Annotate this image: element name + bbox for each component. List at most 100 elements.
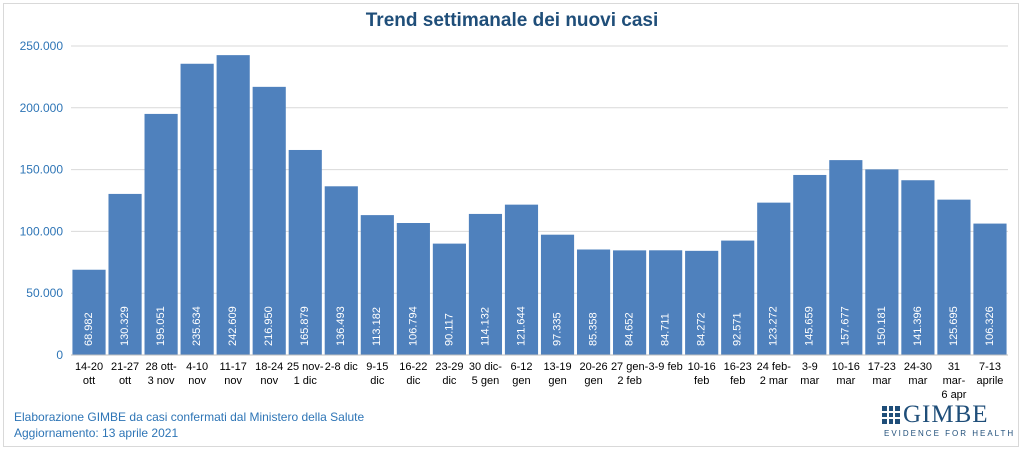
bar-value-label: 121.644 [515, 306, 527, 346]
y-tick-label: 150.000 [20, 163, 64, 177]
category-label-line: 3 nov [148, 375, 175, 387]
bar [865, 169, 899, 355]
bar [252, 86, 286, 356]
category-label: 10-16 feb [688, 361, 716, 387]
bar-value-label: 106.326 [984, 306, 996, 346]
bar [396, 223, 430, 355]
bar [613, 250, 647, 355]
category-label-line: 24 feb- [757, 361, 792, 373]
category-label-line: 20-26 [579, 361, 607, 373]
category-label-line: nov [188, 375, 206, 387]
category-label-line: ott [119, 375, 131, 387]
category-label: 30 dic- 5 gen [469, 361, 502, 387]
category-label-line: 4-10 [186, 361, 208, 373]
category-label-line: aprile [977, 375, 1004, 387]
category-label: 11-17 nov [220, 361, 247, 387]
category-label-line: feb [730, 375, 745, 387]
bar [288, 149, 322, 355]
bar [216, 55, 250, 355]
chart-title: Trend settimanale dei nuovi casi [365, 10, 659, 31]
y-tick-label: 50.000 [26, 286, 63, 300]
bar-value-label: 242.609 [227, 306, 239, 346]
category-label-line: 2 mar [760, 375, 788, 387]
bar [901, 180, 935, 355]
category-label-line: 6-12 [510, 361, 532, 373]
category-label-line: 25 nov- [287, 361, 324, 373]
category-label: 9-15 dic [366, 361, 388, 387]
category-label: 13-19 gen [543, 361, 571, 387]
bar-value-label: 84.272 [696, 312, 708, 346]
bar [721, 240, 755, 355]
category-label-line: 13-19 [543, 361, 571, 373]
category-label-line: 21-27 [111, 361, 139, 373]
bar-value-label: 130.329 [119, 306, 131, 346]
bar-value-label: 165.879 [299, 306, 311, 346]
bar-value-label: 84.711 [660, 313, 672, 346]
category-label: 23-29 dic [435, 361, 463, 387]
y-tick-label: 200.000 [20, 101, 64, 115]
bar-value-label: 125.695 [948, 306, 960, 346]
category-label: 2-8 dic [325, 361, 359, 373]
category-label-line: 1 dic [294, 375, 318, 387]
bar [793, 174, 827, 355]
bar [432, 243, 466, 355]
category-label-line: dic [442, 375, 457, 387]
category-label-line: gen [584, 375, 602, 387]
category-label-line: 9-15 [366, 361, 388, 373]
category-label: 31 mar- 6 apr [941, 361, 966, 401]
category-label-line: 31 [948, 361, 960, 373]
bar-value-label: 150.181 [876, 306, 888, 346]
bar [973, 223, 1007, 355]
bar [757, 202, 791, 355]
bar-value-label: 195.051 [155, 306, 167, 346]
bar [649, 250, 683, 355]
category-label-line: 16-22 [399, 361, 427, 373]
bar [540, 234, 575, 355]
category-label-line: 2-8 dic [325, 361, 359, 373]
bar-value-label: 235.634 [191, 306, 203, 346]
bar-value-label: 90.117 [443, 313, 455, 346]
category-label: 3-9 feb [649, 361, 683, 373]
category-label-line: 28 ott- [146, 361, 178, 373]
category-label: 6-12 gen [510, 361, 532, 387]
category-label: 4-10 nov [186, 361, 208, 387]
bar-value-label: 114.132 [479, 307, 491, 346]
bar [468, 213, 503, 355]
bar-value-label: 84.652 [624, 312, 636, 346]
category-label: 21-27 ott [111, 361, 139, 387]
category-label: 24-30 mar [904, 361, 932, 387]
category-label-line: 17-23 [868, 361, 896, 373]
bar [324, 186, 358, 355]
category-label-line: 3-9 feb [649, 361, 683, 373]
category-label-line: nov [224, 375, 242, 387]
category-label-line: nov [260, 375, 278, 387]
category-label: 14-20 ott [75, 361, 103, 387]
category-label: 10-16 mar [832, 361, 860, 387]
bar [360, 215, 394, 355]
bar [180, 63, 214, 355]
category-label-line: 5 gen [472, 375, 500, 387]
bar-value-label: 216.950 [263, 306, 275, 346]
footer-updated: Aggiornamento: 13 aprile 2021 [14, 426, 179, 440]
bar [576, 249, 611, 355]
category-label-line: 3-9 [802, 361, 818, 373]
category-label-line: 2 feb [617, 375, 641, 387]
bar [144, 113, 178, 355]
bar-value-label: 145.659 [804, 306, 816, 346]
category-label-line: 18-24 [255, 361, 283, 373]
bar-value-label: 123.272 [768, 306, 780, 346]
bar-value-label: 68.982 [83, 312, 95, 346]
category-label-line: mar [836, 375, 855, 387]
category-label-line: gen [548, 375, 566, 387]
category-label: 3-9 mar [800, 361, 819, 387]
y-tick-label: 250.000 [20, 39, 64, 53]
bar-value-label: 92.571 [732, 312, 744, 346]
bar-value-label: 157.677 [840, 306, 852, 346]
bar-value-label: 113.182 [371, 307, 383, 346]
category-label-line: dic [406, 375, 421, 387]
footer-source: Elaborazione GIMBE da casi confermati da… [14, 410, 365, 424]
category-label: 20-26 gen [579, 361, 607, 387]
category-label-line: 10-16 [688, 361, 716, 373]
category-label-line: 10-16 [832, 361, 860, 373]
